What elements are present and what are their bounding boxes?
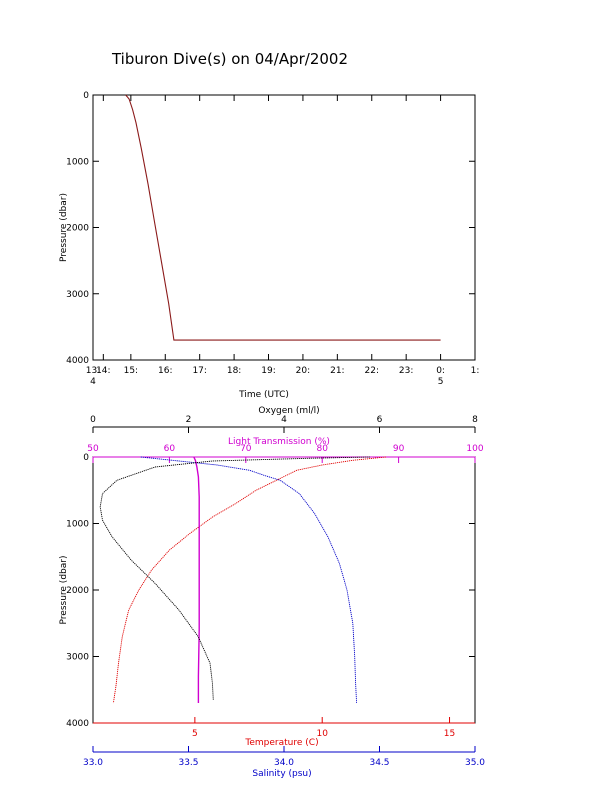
- x-tick-label: 16:: [158, 366, 172, 376]
- salinity-tick-label: 34.5: [369, 758, 389, 768]
- oxygen-tick-label: 6: [377, 415, 383, 425]
- y-tick-label: 2000: [66, 586, 89, 596]
- x-tick-label: 1:: [471, 366, 480, 376]
- temperature-profile: [112, 456, 386, 704]
- x-tick-label: 15:: [124, 366, 138, 376]
- salinity-tick-label: 33.5: [178, 758, 198, 768]
- temperature-tick-label: 15: [444, 729, 455, 739]
- oxygen-tick-label: 0: [90, 415, 96, 425]
- light-tick-label: 90: [393, 444, 405, 454]
- light_transmission-profile: [193, 456, 200, 703]
- y-axis-label: Pressure (dbar): [59, 193, 69, 262]
- salinity-profile: [140, 456, 358, 704]
- y-tick-label: 2000: [66, 224, 89, 234]
- oxygen-tick-label: 8: [472, 415, 478, 425]
- light-tick-label: 100: [466, 444, 483, 454]
- x-tick-label: 23:: [399, 366, 413, 376]
- y-axis-label: Pressure (dbar): [59, 556, 69, 625]
- y-tick-label: 4000: [66, 719, 89, 729]
- salinity-axis-label: Salinity (psu): [252, 769, 311, 779]
- dive-trace: [125, 94, 441, 341]
- x-tick-label: 13:: [86, 366, 100, 376]
- x-tick-label: 14:: [96, 366, 110, 376]
- plot-frame: [92, 94, 476, 361]
- chart-title: Tiburon Dive(s) on 04/Apr/2002: [111, 50, 349, 68]
- temperature-tick-label: 5: [192, 729, 198, 739]
- y-tick-label: 1000: [66, 157, 89, 167]
- oxygen-tick-label: 2: [186, 415, 192, 425]
- y-tick-label: 4000: [66, 356, 89, 366]
- x-tick-label: 17:: [192, 366, 206, 376]
- oxygen-tick-label: 4: [281, 415, 287, 425]
- profile-plot: 0 1000 2000 3000 4000 Pressure (dbar) 0 2 4 6 8 Oxy…: [59, 406, 485, 779]
- x-tick-sublabel: 4: [90, 377, 96, 387]
- oxygen-profile: [99, 456, 370, 700]
- y-tick-label: 0: [83, 453, 89, 463]
- x-tick-label: 0:: [436, 366, 445, 376]
- y-tick-label: 1000: [66, 520, 89, 530]
- y-tick-label: 3000: [66, 653, 89, 663]
- oxygen-axis-label: Oxygen (ml/l): [258, 406, 319, 416]
- temperature-axis-label: Temperature (C): [244, 738, 318, 748]
- x-axis-label: Time (UTC): [238, 390, 289, 400]
- light-axis-label: Light Transmission (%): [228, 437, 330, 447]
- salinity-tick-label: 34.0: [274, 758, 294, 768]
- light-tick-label: 60: [164, 444, 176, 454]
- x-tick-label: 21:: [330, 366, 344, 376]
- temperature-tick-label: 10: [316, 729, 328, 739]
- light-tick-label: 70: [240, 444, 252, 454]
- light-tick-label: 80: [316, 444, 328, 454]
- x-tick-label: 18:: [227, 366, 241, 376]
- y-tick-label: 3000: [66, 290, 89, 300]
- y-tick-label: 0: [83, 91, 89, 101]
- salinity-tick-label: 35.0: [465, 758, 485, 768]
- x-tick-label: 19:: [261, 366, 275, 376]
- x-tick-sublabel: 5: [438, 377, 444, 387]
- x-tick-label: 20:: [296, 366, 310, 376]
- x-tick-label: 22:: [365, 366, 379, 376]
- light-tick-label: 50: [87, 444, 99, 454]
- plot-frame: [92, 456, 476, 724]
- salinity-tick-label: 33.0: [83, 758, 103, 768]
